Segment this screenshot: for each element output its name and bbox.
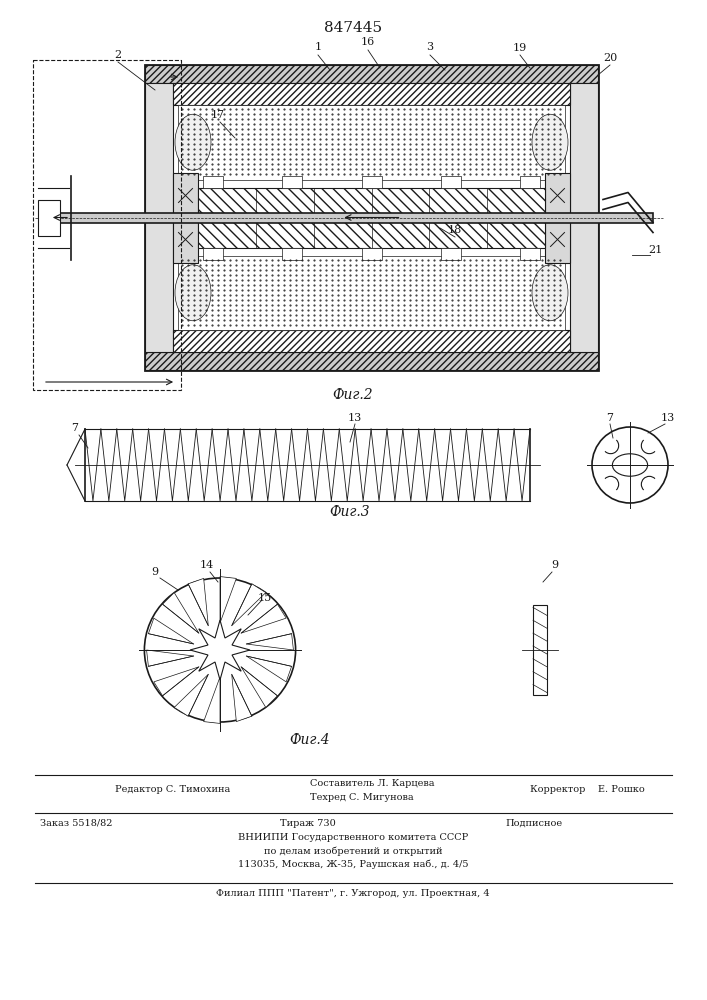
Bar [440, 176, 461, 188]
Polygon shape [174, 674, 209, 716]
Text: Составитель Л. Карцева: Составитель Л. Карцева [310, 778, 435, 788]
Text: 847445: 847445 [324, 21, 382, 35]
Polygon shape [204, 677, 220, 723]
Bar [361, 176, 382, 188]
Polygon shape [220, 577, 236, 623]
Text: 15: 15 [258, 593, 272, 603]
Polygon shape [241, 604, 286, 633]
Polygon shape [241, 667, 277, 707]
Text: 1: 1 [315, 42, 322, 52]
Text: 13: 13 [661, 413, 675, 423]
Text: ВНИИПИ Государственного комитета СССР: ВНИИПИ Государственного комитета СССР [238, 834, 468, 842]
Polygon shape [148, 618, 194, 644]
Bar [173, 330, 570, 352]
Ellipse shape [175, 114, 211, 170]
Text: 113035, Москва, Ж-35, Раушская наб., д. 4/5: 113035, Москва, Ж-35, Раушская наб., д. … [238, 859, 468, 869]
Bar [198, 188, 545, 247]
Polygon shape [232, 674, 252, 722]
Text: Фиг.2: Фиг.2 [333, 388, 373, 402]
Bar [545, 172, 570, 262]
Bar [145, 352, 598, 370]
Text: по делам изобретений и открытий: по делам изобретений и открытий [264, 846, 443, 856]
Bar [145, 65, 598, 83]
Text: Фиг.3: Фиг.3 [329, 505, 370, 519]
Text: 3: 3 [426, 42, 433, 52]
Bar [282, 247, 303, 259]
Bar [178, 255, 565, 330]
Polygon shape [146, 650, 194, 666]
Text: 14: 14 [200, 560, 214, 570]
Text: 20: 20 [603, 53, 617, 63]
Bar [570, 83, 598, 352]
Ellipse shape [532, 265, 568, 321]
Polygon shape [154, 667, 199, 696]
Bar [178, 105, 565, 180]
Text: 2: 2 [115, 50, 122, 60]
Bar [533, 605, 547, 695]
Polygon shape [232, 584, 266, 626]
Bar [145, 65, 598, 370]
Text: Тираж 730: Тираж 730 [280, 818, 336, 828]
Text: 13: 13 [348, 413, 362, 423]
Text: 7: 7 [71, 423, 78, 433]
Text: Заказ 5518/82: Заказ 5518/82 [40, 818, 112, 828]
Text: 21: 21 [648, 245, 662, 255]
Text: Корректор    Е. Рошко: Корректор Е. Рошко [530, 784, 645, 794]
Text: 19: 19 [513, 43, 527, 53]
Bar [33, 60, 181, 390]
Bar [203, 247, 223, 259]
Bar [173, 172, 198, 262]
Bar [282, 176, 303, 188]
Text: 9: 9 [151, 567, 158, 577]
Bar [520, 247, 540, 259]
Text: 7: 7 [607, 413, 614, 423]
Ellipse shape [175, 265, 211, 321]
Text: Филиал ППП "Патент", г. Ужгород, ул. Проектная, 4: Филиал ППП "Патент", г. Ужгород, ул. Про… [216, 888, 490, 898]
Text: 9: 9 [551, 560, 559, 570]
Polygon shape [188, 578, 209, 626]
Bar [203, 176, 223, 188]
Text: 17: 17 [211, 110, 225, 120]
Polygon shape [163, 593, 199, 633]
Bar [145, 83, 173, 352]
Bar [173, 83, 570, 105]
Text: Фиг.4: Фиг.4 [290, 733, 330, 747]
Bar [440, 247, 461, 259]
Bar [520, 176, 540, 188]
Bar [45, 213, 653, 223]
Text: Редактор С. Тимохина: Редактор С. Тимохина [115, 784, 230, 794]
Polygon shape [246, 656, 291, 682]
Text: Подписное: Подписное [505, 818, 562, 828]
Polygon shape [246, 634, 293, 650]
Bar [361, 247, 382, 259]
Polygon shape [190, 620, 250, 680]
Text: 16: 16 [361, 37, 375, 47]
Text: Техред С. Мигунова: Техред С. Мигунова [310, 792, 414, 802]
Text: 18: 18 [448, 225, 462, 235]
Bar [38, 200, 60, 235]
Ellipse shape [532, 114, 568, 170]
